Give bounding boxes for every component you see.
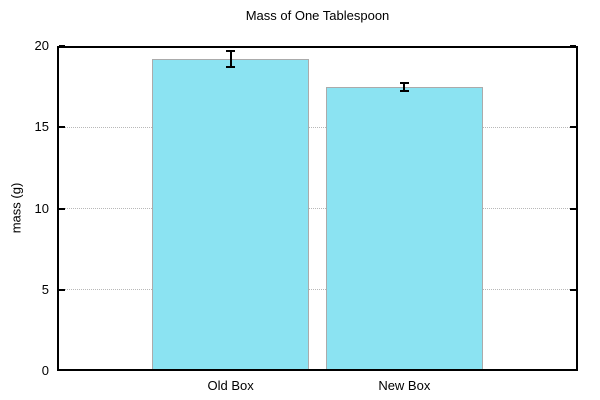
y-gridline — [59, 126, 576, 128]
error-bar-cap-bottom — [226, 66, 236, 69]
y-tick-right — [570, 45, 576, 47]
y-gridline — [59, 289, 576, 291]
error-bar-cap-bottom — [399, 89, 409, 92]
y-tick-right — [570, 288, 576, 291]
x-category-label: New Box — [378, 378, 431, 393]
y-tick-left — [59, 45, 65, 47]
y-tick-right — [570, 126, 576, 129]
y-tick-label: 5 — [41, 281, 49, 297]
error-bar-line — [403, 82, 406, 91]
error-bar-cap-top — [399, 81, 409, 84]
chart-title: Mass of One Tablespoon — [245, 8, 390, 23]
y-tick-label: 20 — [34, 38, 49, 53]
y-tick-label: 15 — [34, 119, 49, 135]
y-gridline — [59, 208, 576, 209]
bar-new-box — [325, 86, 483, 371]
x-category-label: Old Box — [207, 378, 254, 393]
error-bar-cap-top — [226, 49, 236, 52]
y-tick-right — [570, 207, 576, 210]
bar-old-box — [152, 59, 310, 371]
y-tick-left — [59, 288, 65, 291]
y-tick-label: 10 — [34, 200, 49, 216]
y-tick-left — [59, 207, 65, 210]
error-bar-line — [229, 50, 232, 68]
y-tick-left — [59, 126, 65, 129]
y-tick-label: 0 — [41, 363, 49, 378]
